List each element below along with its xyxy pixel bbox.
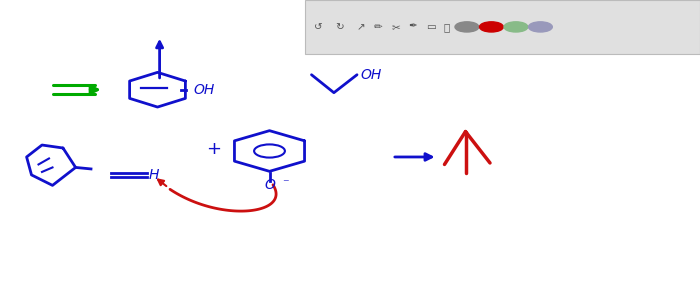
Text: O: O <box>264 179 275 192</box>
Text: ▭: ▭ <box>426 22 435 32</box>
Text: OH: OH <box>360 68 382 82</box>
Text: H: H <box>149 168 160 182</box>
Text: ✂: ✂ <box>391 22 400 32</box>
Text: +: + <box>206 141 221 158</box>
Text: ↻: ↻ <box>335 22 344 32</box>
Circle shape <box>455 22 479 32</box>
Circle shape <box>480 22 503 32</box>
Circle shape <box>528 22 552 32</box>
Text: ✒: ✒ <box>409 22 417 32</box>
Text: ↺: ↺ <box>314 22 323 32</box>
Text: OH: OH <box>193 83 214 97</box>
Text: 🖼: 🖼 <box>444 22 449 32</box>
Text: ↗: ↗ <box>356 22 365 32</box>
FancyBboxPatch shape <box>304 0 700 54</box>
Text: ⁻: ⁻ <box>282 177 288 190</box>
Circle shape <box>504 22 528 32</box>
Text: ✏: ✏ <box>374 22 382 32</box>
